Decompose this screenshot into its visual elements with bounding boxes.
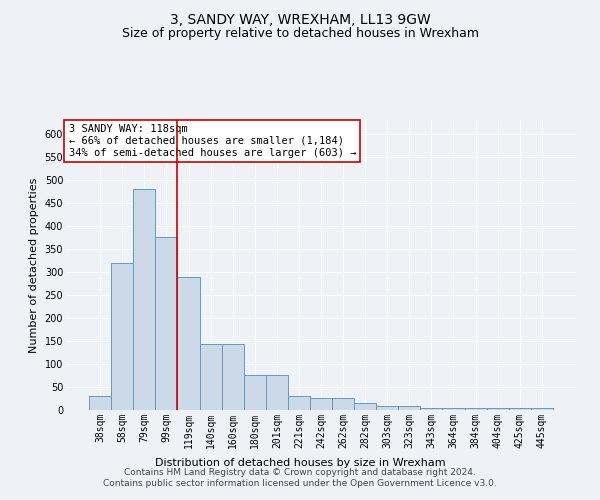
Bar bbox=[310, 398, 332, 410]
Bar bbox=[354, 403, 376, 410]
Bar bbox=[155, 238, 178, 410]
Bar bbox=[133, 189, 155, 410]
Text: 3 SANDY WAY: 118sqm
← 66% of detached houses are smaller (1,184)
34% of semi-det: 3 SANDY WAY: 118sqm ← 66% of detached ho… bbox=[68, 124, 356, 158]
Bar bbox=[442, 408, 464, 410]
Text: Size of property relative to detached houses in Wrexham: Size of property relative to detached ho… bbox=[121, 28, 479, 40]
Bar bbox=[288, 396, 310, 410]
Bar bbox=[244, 376, 266, 410]
Bar bbox=[464, 408, 487, 410]
Bar bbox=[398, 406, 421, 410]
Text: Distribution of detached houses by size in Wrexham: Distribution of detached houses by size … bbox=[155, 458, 445, 468]
Bar bbox=[332, 398, 354, 410]
Bar bbox=[421, 408, 442, 410]
Bar bbox=[509, 408, 531, 410]
Bar bbox=[376, 406, 398, 410]
Text: 3, SANDY WAY, WREXHAM, LL13 9GW: 3, SANDY WAY, WREXHAM, LL13 9GW bbox=[170, 12, 430, 26]
Bar bbox=[531, 408, 553, 410]
Bar bbox=[487, 408, 509, 410]
Bar bbox=[111, 262, 133, 410]
Bar bbox=[266, 376, 288, 410]
Bar bbox=[178, 276, 200, 410]
Bar bbox=[89, 396, 111, 410]
Bar bbox=[221, 344, 244, 410]
Text: Contains HM Land Registry data © Crown copyright and database right 2024.
Contai: Contains HM Land Registry data © Crown c… bbox=[103, 468, 497, 487]
Y-axis label: Number of detached properties: Number of detached properties bbox=[29, 178, 39, 352]
Bar bbox=[200, 344, 221, 410]
